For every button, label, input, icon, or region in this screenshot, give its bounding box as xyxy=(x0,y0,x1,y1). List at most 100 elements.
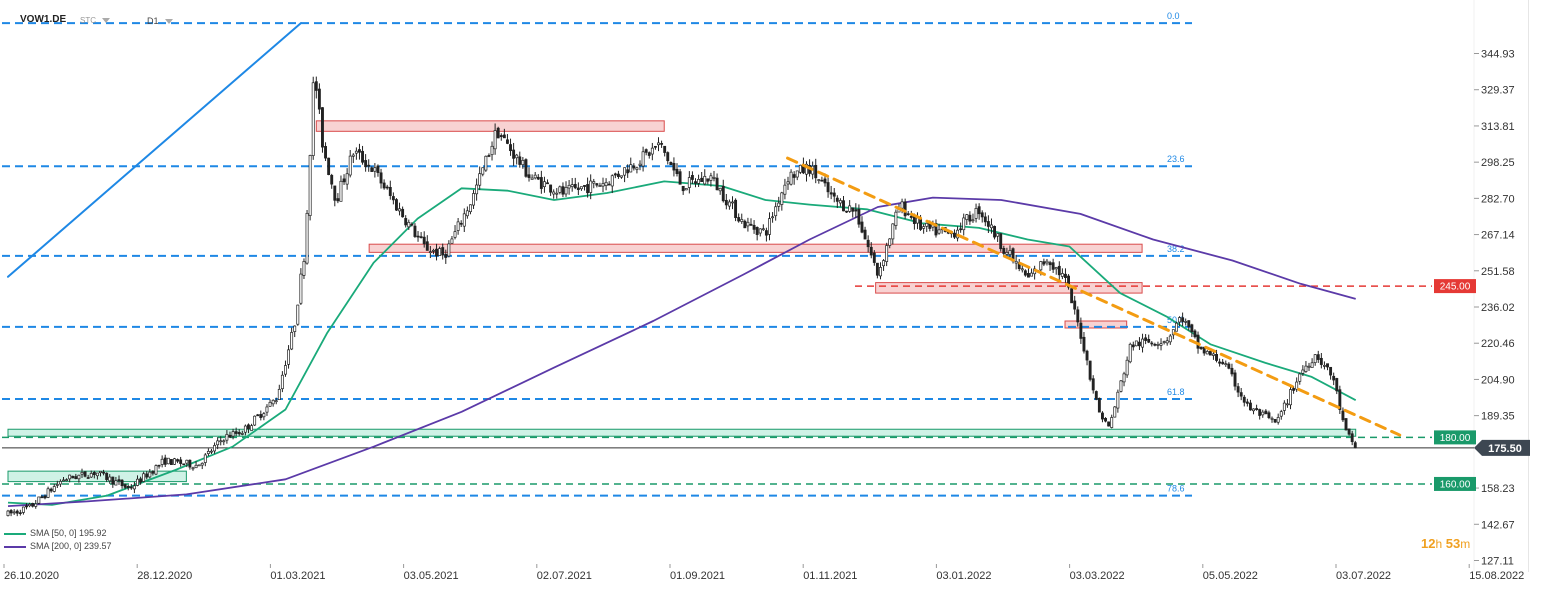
candle-body xyxy=(1261,411,1265,416)
y-tick-label: 204.90 xyxy=(1481,374,1515,386)
data-source-selector[interactable]: STC xyxy=(80,16,110,25)
resistance-zone[interactable] xyxy=(368,243,1143,253)
candle-body xyxy=(789,171,793,185)
candle-body xyxy=(284,365,287,375)
candle-body xyxy=(1060,273,1064,277)
candle-body xyxy=(62,479,65,482)
candle-body xyxy=(435,248,438,257)
candle xyxy=(398,202,401,216)
candle xyxy=(1073,295,1077,315)
y-axis: 344.93 329.37 313.81 298.25 282.70 267.14 251.… xyxy=(1474,49,1515,568)
uptrend-trendline[interactable] xyxy=(7,22,302,278)
candle-body xyxy=(583,185,586,187)
candle xyxy=(1082,331,1086,354)
candle xyxy=(219,436,223,446)
candle-body xyxy=(395,199,398,211)
candle-body xyxy=(169,459,173,465)
candle xyxy=(842,195,845,212)
timeframe-selector[interactable]: D1 xyxy=(147,16,173,26)
candle-body xyxy=(1202,346,1206,354)
candle-body xyxy=(148,471,152,478)
candle-body xyxy=(1344,418,1348,431)
candle xyxy=(740,213,744,224)
legend-sma-50[interactable]: SMA [50, 0] 195.92 xyxy=(4,528,107,538)
candle-body xyxy=(444,253,448,258)
candle xyxy=(441,243,445,260)
candle xyxy=(1008,245,1012,260)
candle xyxy=(428,246,432,259)
candle xyxy=(684,188,688,191)
candle-body xyxy=(629,164,633,173)
candle xyxy=(527,167,531,182)
candle-body xyxy=(1174,322,1178,332)
candle-body xyxy=(136,478,139,486)
candle-body xyxy=(237,432,241,435)
trendlines-layer[interactable] xyxy=(7,22,1402,437)
candle xyxy=(709,172,713,187)
candle xyxy=(163,454,167,467)
support-zone[interactable] xyxy=(7,428,1357,437)
candle-body xyxy=(635,167,639,170)
candle-body xyxy=(311,82,315,156)
candle xyxy=(925,222,929,233)
candle-body xyxy=(909,215,913,218)
candle xyxy=(345,168,349,190)
candle-body xyxy=(666,152,670,162)
legend-sma-200[interactable]: SMA [200, 0] 239.57 xyxy=(4,541,112,551)
legend-label: SMA [200, 0] 239.57 xyxy=(30,541,112,551)
candle-body xyxy=(746,221,750,227)
candle-body xyxy=(351,154,355,157)
candle-body xyxy=(1181,317,1185,322)
candle-body xyxy=(1350,433,1354,443)
candle-body xyxy=(934,223,938,236)
candle xyxy=(71,475,75,479)
sma-series-line[interactable] xyxy=(7,196,1356,507)
candle-body xyxy=(962,217,966,231)
candle-body xyxy=(197,464,201,467)
candle xyxy=(721,179,725,203)
candle-body xyxy=(1353,442,1357,449)
candle-body xyxy=(968,214,972,222)
candle xyxy=(690,171,694,185)
candle xyxy=(222,439,226,446)
candle-body xyxy=(277,388,281,400)
candle xyxy=(68,474,72,483)
candle-body xyxy=(234,431,238,434)
candle xyxy=(37,496,41,505)
candle-body xyxy=(327,157,331,175)
downtrend-trendline[interactable] xyxy=(786,156,1402,437)
candle xyxy=(845,210,849,214)
candle-body xyxy=(1042,261,1046,265)
candle-body xyxy=(481,167,485,175)
candle-body xyxy=(731,201,734,204)
candle xyxy=(321,107,324,153)
candle xyxy=(1187,320,1191,331)
candle-body xyxy=(1208,350,1212,356)
candle xyxy=(382,179,386,190)
candle xyxy=(1181,312,1185,327)
candle-body xyxy=(126,485,130,489)
resistance-zone[interactable] xyxy=(1064,320,1128,329)
candle-body xyxy=(416,235,420,238)
x-tick-label: 03.07.2022 xyxy=(1336,570,1391,582)
candle xyxy=(330,173,334,189)
candle xyxy=(1150,341,1154,347)
candle xyxy=(1174,321,1178,332)
candle xyxy=(481,167,485,177)
candle xyxy=(1298,372,1302,385)
candle xyxy=(1125,356,1129,378)
candle xyxy=(358,143,361,160)
candle xyxy=(1122,371,1126,387)
resistance-zone[interactable] xyxy=(875,282,1143,294)
candle xyxy=(493,123,497,155)
candle xyxy=(410,222,414,227)
candle-body xyxy=(903,201,907,217)
candle-body xyxy=(1057,265,1061,276)
resistance-zone[interactable] xyxy=(315,120,665,132)
candle-body xyxy=(1097,397,1101,413)
candle-body xyxy=(937,229,941,234)
candle xyxy=(154,464,158,476)
candle-body xyxy=(358,149,361,153)
price-badges: 245.00 180.00 160.00 175.50 xyxy=(1434,279,1530,491)
